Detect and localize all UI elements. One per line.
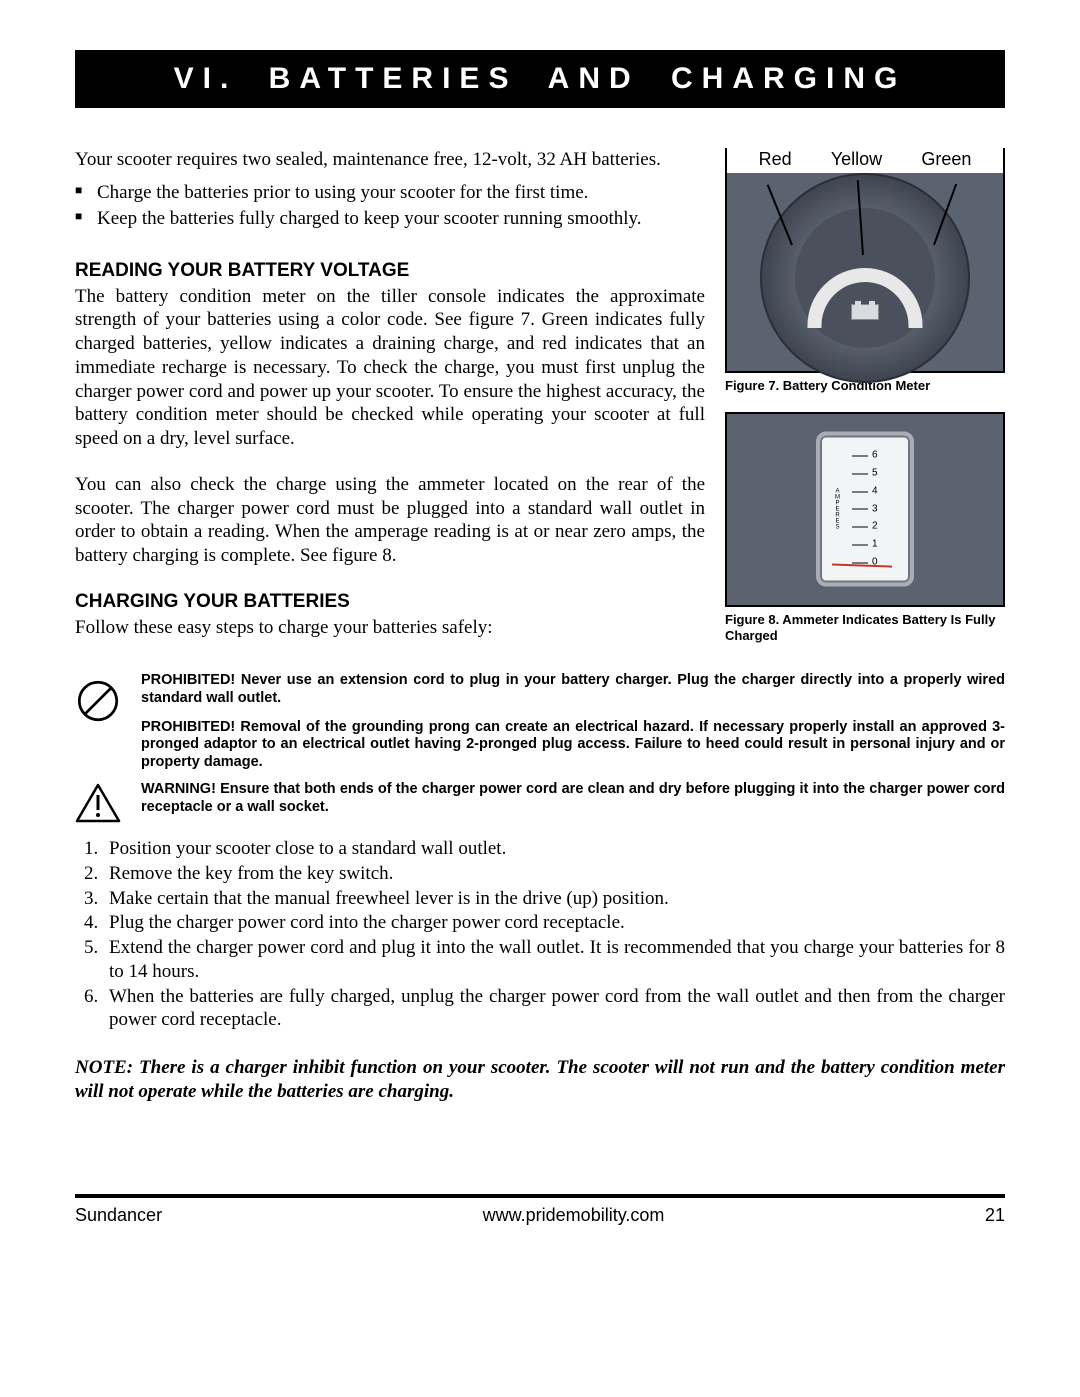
scale-tick: 4 (852, 485, 896, 498)
charging-steps: Position your scooter close to a standar… (75, 837, 1005, 1032)
step-item: Remove the key from the key switch. (103, 862, 1005, 886)
scale-tick: 5 (852, 468, 896, 481)
scale-tick: 6 (852, 450, 896, 463)
charger-inhibit-note: NOTE: There is a charger inhibit functio… (75, 1056, 1005, 1104)
bullet-item: Keep the batteries fully charged to keep… (97, 207, 705, 231)
scale-tick: 3 (852, 503, 896, 516)
warnings-block: PROHIBITED! Never use an extension cord … (75, 672, 1005, 823)
figure-7-box: Red Yellow Green (725, 148, 1005, 373)
step-item: Extend the charger power cord and plug i… (103, 936, 1005, 984)
section-heading-charging: CHARGING YOUR BATTERIES (75, 590, 705, 614)
scale-tick: 2 (852, 521, 896, 534)
step-item: Position your scooter close to a standar… (103, 837, 1005, 861)
ammeter-scale: 6 5 4 3 2 1 0 (852, 450, 896, 569)
figure-8-caption: Figure 8. Ammeter Indicates Battery Is F… (725, 612, 1005, 645)
prohibit-icon (75, 677, 121, 767)
label-red: Red (759, 148, 792, 171)
footer-rule (75, 1194, 1005, 1198)
prohibited-text-1: PROHIBITED! Never use an extension cord … (141, 672, 1005, 707)
amperes-label: AMPERES (833, 488, 841, 530)
battery-gauge (760, 173, 970, 383)
scale-tick: 1 (852, 539, 896, 552)
bullet-item: Charge the batteries prior to using your… (97, 181, 705, 205)
section-heading-voltage: READING YOUR BATTERY VOLTAGE (75, 259, 705, 283)
step-item: Make certain that the manual freewheel l… (103, 887, 1005, 911)
main-content-row: Your scooter requires two sealed, mainte… (75, 148, 1005, 663)
text-column: Your scooter requires two sealed, mainte… (75, 148, 705, 663)
voltage-paragraph-2: You can also check the charge using the … (75, 473, 705, 568)
voltage-paragraph-1: The battery condition meter on the tille… (75, 285, 705, 451)
footer-url: www.pridemobility.com (483, 1204, 665, 1227)
footer-page-number: 21 (985, 1204, 1005, 1227)
figure-8-box: AMPERES 6 5 4 3 2 1 0 (725, 412, 1005, 607)
intro-paragraph: Your scooter requires two sealed, mainte… (75, 148, 705, 172)
figure-column: Red Yellow Green Figure 7. Battery Condi… (725, 148, 1005, 663)
label-yellow: Yellow (831, 148, 882, 171)
warning-text-1: WARNING! Ensure that both ends of the ch… (141, 781, 1005, 816)
prohibited-row-1: PROHIBITED! Never use an extension cord … (75, 672, 1005, 771)
fig7-color-labels: Red Yellow Green (727, 140, 1003, 174)
intro-bullets: Charge the batteries prior to using your… (75, 181, 705, 231)
footer-product: Sundancer (75, 1204, 162, 1227)
warning-triangle-icon (75, 781, 121, 823)
step-item: Plug the charger power cord into the cha… (103, 911, 1005, 935)
step-item: When the batteries are fully charged, un… (103, 985, 1005, 1033)
prohibited-text-2: PROHIBITED! Removal of the grounding pro… (141, 719, 1005, 771)
section-header: VI. BATTERIES AND CHARGING (75, 50, 1005, 108)
label-green: Green (921, 148, 971, 171)
warning-row-1: WARNING! Ensure that both ends of the ch… (75, 781, 1005, 823)
charging-lead: Follow these easy steps to charge your b… (75, 616, 705, 640)
battery-icon (851, 304, 879, 320)
page-footer: Sundancer www.pridemobility.com 21 (75, 1204, 1005, 1227)
ammeter: AMPERES 6 5 4 3 2 1 0 (816, 432, 914, 587)
